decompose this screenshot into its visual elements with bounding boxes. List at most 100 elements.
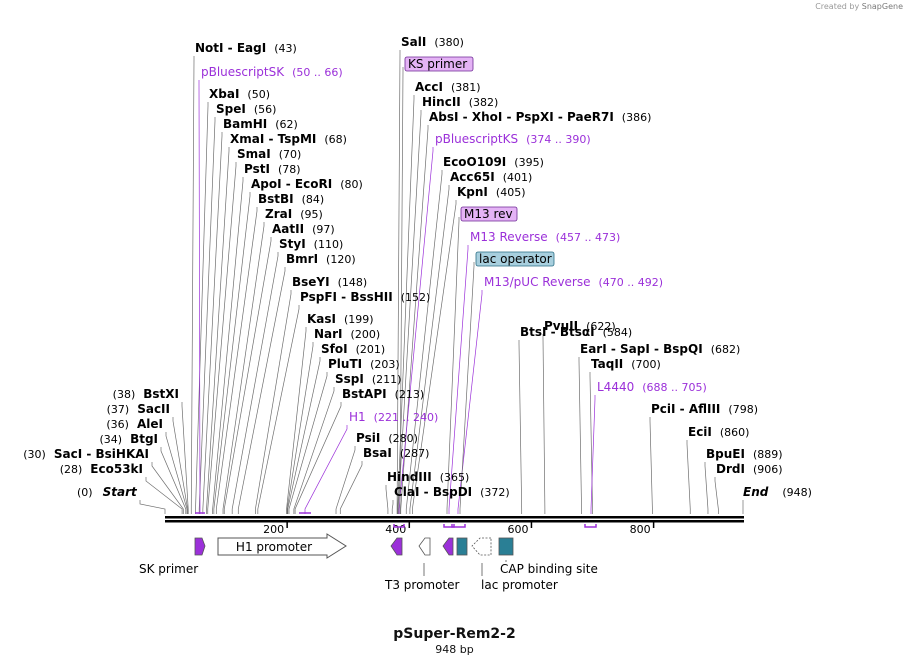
site-bsai: BsaI (287) — [363, 446, 429, 460]
connector-line — [195, 102, 209, 514]
connector-line — [542, 334, 546, 514]
lac-operator-box — [456, 537, 468, 556]
site-btgi: (34) BtgI — [99, 432, 158, 446]
site-name: SspI — [335, 372, 364, 386]
site-kpni: KpnI (405) — [457, 185, 526, 199]
site-smai: SmaI (70) — [237, 147, 301, 161]
start-label: Start — [103, 485, 138, 499]
end-position: (948) — [782, 486, 812, 499]
site-position: (56) — [254, 103, 277, 116]
m13-reverse-mark — [443, 524, 455, 528]
connector-line — [339, 461, 363, 514]
site-name: BpuEI — [706, 447, 745, 461]
primer-name: pBluescriptKS — [435, 132, 518, 146]
sk-primer-label: SK primer — [139, 562, 198, 576]
box-m13-rev — [460, 206, 518, 222]
site-name: DrdI — [716, 462, 745, 476]
site-ecii: EciI (860) — [688, 425, 749, 439]
site-name: PspFI - BssHII — [300, 290, 393, 304]
site-alei: (36) AleI — [106, 417, 163, 431]
site-pluti: PluTI (203) — [328, 357, 400, 371]
box-label-lac-operator: lac operator — [479, 252, 552, 266]
connector-line — [397, 95, 415, 514]
site-name: EarI - SapI - BspQI — [580, 342, 703, 356]
site-drdi: DrdI (906) — [716, 462, 783, 476]
connector-line — [223, 237, 272, 514]
site-sspi: SspI (211) — [335, 372, 401, 386]
site-bstxi: (38) BstXI — [113, 387, 179, 401]
lac-promoter-arrow — [471, 537, 492, 556]
connector-line — [385, 485, 389, 514]
site-position: (798) — [728, 403, 758, 416]
site-name: BstAPI — [342, 387, 387, 401]
connector-line — [304, 425, 348, 514]
site-name: NotI - EagI — [195, 41, 266, 55]
primer-marks — [195, 512, 597, 528]
site-name: BmrI — [286, 252, 318, 266]
site-name: AatII — [272, 222, 304, 236]
site-noti-eagi: NotI - EagI (43) — [195, 41, 297, 55]
site-name: PciI - AflIII — [651, 402, 720, 416]
site-name: XbaI — [209, 87, 239, 101]
site-aatii: AatII (97) — [272, 222, 335, 236]
site-position: (120) — [326, 253, 356, 266]
cap-binding-site-box — [498, 537, 514, 556]
box-label-ks-primer: KS primer — [408, 57, 467, 71]
site-clai-bspdi: ClaI - BspDI (372) — [394, 485, 510, 499]
connector-line — [231, 252, 279, 514]
site-kasi: KasI (199) — [307, 312, 374, 326]
h1-promoter-label: H1 promoter — [236, 540, 312, 554]
site-position: (700) — [631, 358, 661, 371]
site-position: (80) — [340, 178, 363, 191]
connector-line — [215, 207, 258, 514]
site-name: BstXI — [143, 387, 179, 401]
site-xmai-tspmi: XmaI - TspMI (68) — [230, 132, 347, 146]
site-name: SpeI — [216, 102, 246, 116]
connector-line — [397, 110, 422, 514]
tick-label-200: 200 — [263, 523, 284, 536]
site-bmri: BmrI (120) — [286, 252, 356, 266]
site-name: NarI — [314, 327, 343, 341]
site-pcii-afliii: PciI - AflIII (798) — [651, 402, 758, 416]
site-name: ApoI - EcoRI — [251, 177, 332, 191]
backbone-top-strand — [165, 516, 744, 519]
tick-label-400: 400 — [385, 523, 406, 536]
site-position: (201) — [356, 343, 386, 356]
site-position: (152) — [401, 291, 431, 304]
primer-range: (50 .. 66) — [292, 66, 343, 79]
site-position: (906) — [753, 463, 783, 476]
connector-line — [139, 500, 166, 514]
site-name: SalI — [401, 35, 426, 49]
site-sali: SalI (380) — [401, 35, 464, 49]
site-name: BtgI — [130, 432, 158, 446]
site-pvuii: PvuII (622) — [544, 319, 616, 333]
connector-line — [590, 395, 596, 514]
site-apoi-ecori: ApoI - EcoRI (80) — [251, 177, 363, 191]
site-position: (38) — [113, 388, 136, 401]
connector-line — [255, 290, 292, 514]
primer-range: (221 .. 240) — [374, 411, 439, 424]
box-lac-operator — [475, 251, 555, 267]
site-position: (50) — [247, 88, 270, 101]
t3-promoter-label: T3 promoter — [384, 578, 460, 592]
site-bamhi: BamHI (62) — [223, 117, 298, 131]
connector-line — [207, 162, 237, 514]
site-position: (280) — [388, 432, 418, 445]
site-position: (37) — [107, 403, 130, 416]
site-psti: PstI (78) — [244, 162, 301, 176]
credit-prefix: Created by — [815, 2, 860, 11]
connector-line — [448, 245, 469, 514]
primer-range: (457 .. 473) — [556, 231, 621, 244]
site-name: BseYI — [292, 275, 330, 289]
site-position: (860) — [720, 426, 750, 439]
primer-h1: H1 (221 .. 240) — [349, 410, 438, 424]
site-position: (70) — [279, 148, 302, 161]
site-connector-lines — [139, 50, 744, 514]
primer-range: (688 .. 705) — [642, 381, 707, 394]
primer-pbluescriptks: pBluescriptKS (374 .. 390) — [435, 132, 591, 146]
primer-name: M13 Reverse — [470, 230, 548, 244]
primer-name: M13/pUC Reverse — [484, 275, 591, 289]
site-position: (213) — [395, 388, 425, 401]
site-sacii: (37) SacII — [107, 402, 170, 416]
lac-promoter-label: lac promoter — [481, 578, 558, 592]
